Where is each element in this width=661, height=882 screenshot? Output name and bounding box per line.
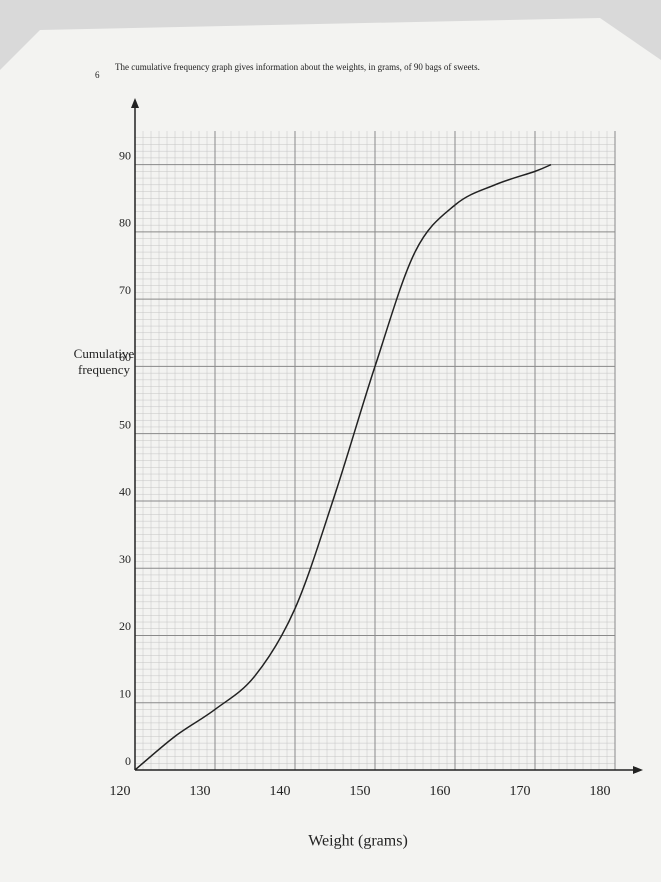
y-axis-label: Cumulative frequency <box>73 346 135 377</box>
title-box: The cumulative frequency graph gives inf… <box>115 62 480 72</box>
x-axis-arrow <box>633 766 643 774</box>
x-tick-label: 150 <box>350 784 371 799</box>
y-tick-label: 60 <box>119 350 131 364</box>
y-tick-label: 10 <box>119 686 131 700</box>
x-tick-label: 170 <box>510 784 531 799</box>
x-axis-label: Weight (grams) <box>308 833 408 850</box>
x-tick-label: 140 <box>270 784 291 799</box>
x-tick-label: 120 <box>110 784 131 799</box>
x-tick-label: 160 <box>430 784 451 799</box>
y-axis-arrow <box>131 98 139 108</box>
x-tick-label: 180 <box>590 784 611 799</box>
y-tick-label: 80 <box>119 216 131 230</box>
question-number: 6 <box>95 70 100 80</box>
chart-title: The cumulative frequency graph gives inf… <box>115 62 480 72</box>
y-tick-label: 70 <box>119 283 131 297</box>
paper <box>0 18 661 882</box>
y-tick-label: 40 <box>119 485 131 499</box>
y-tick-label: 30 <box>119 552 131 566</box>
y-tick-label: 0 <box>125 754 131 768</box>
y-tick-label: 50 <box>119 417 131 431</box>
x-tick-label: 130 <box>190 784 211 799</box>
y-tick-label: 90 <box>119 148 131 162</box>
y-tick-label: 20 <box>119 619 131 633</box>
cumulative-curve <box>134 163 552 771</box>
